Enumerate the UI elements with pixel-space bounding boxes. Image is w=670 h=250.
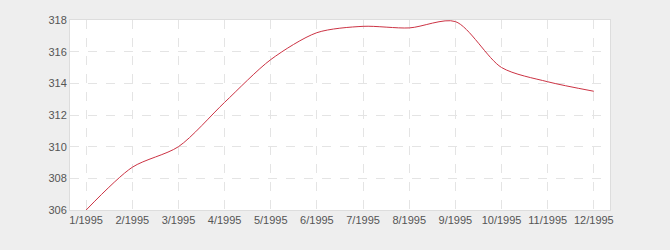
- svg-text:8/1995: 8/1995: [392, 214, 426, 226]
- svg-text:12/1995: 12/1995: [574, 214, 614, 226]
- svg-text:2/1995: 2/1995: [115, 214, 149, 226]
- svg-text:314: 314: [48, 77, 66, 89]
- svg-text:11/1995: 11/1995: [528, 214, 567, 226]
- svg-text:7/1995: 7/1995: [346, 214, 380, 226]
- svg-text:312: 312: [48, 109, 66, 121]
- svg-text:4/1995: 4/1995: [208, 214, 242, 226]
- svg-text:318: 318: [48, 14, 66, 26]
- svg-text:308: 308: [48, 172, 66, 184]
- svg-text:9/1995: 9/1995: [439, 214, 473, 226]
- svg-text:316: 316: [48, 46, 66, 58]
- svg-text:306: 306: [48, 204, 66, 216]
- svg-text:5/1995: 5/1995: [254, 214, 288, 226]
- svg-text:310: 310: [48, 141, 66, 153]
- svg-text:6/1995: 6/1995: [300, 214, 334, 226]
- svg-text:1/1995: 1/1995: [69, 214, 103, 226]
- svg-text:3/1995: 3/1995: [162, 214, 196, 226]
- svg-text:10/1995: 10/1995: [482, 214, 522, 226]
